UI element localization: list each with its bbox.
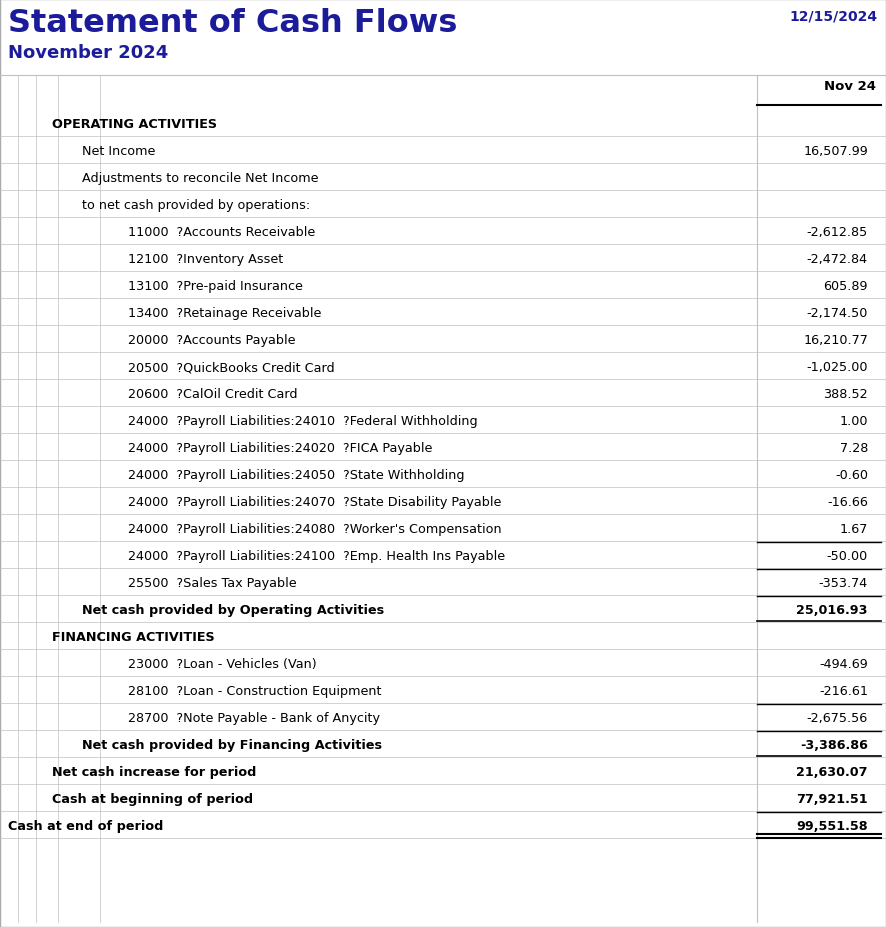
Text: -16.66: -16.66 <box>828 496 868 509</box>
Text: 28700  ?Note Payable - Bank of Anycity: 28700 ?Note Payable - Bank of Anycity <box>128 712 380 725</box>
Text: -0.60: -0.60 <box>835 469 868 482</box>
Text: -2,675.56: -2,675.56 <box>807 712 868 725</box>
Text: November 2024: November 2024 <box>8 44 168 62</box>
Text: OPERATING ACTIVITIES: OPERATING ACTIVITIES <box>52 119 217 132</box>
Text: 24000  ?Payroll Liabilities:24100  ?Emp. Health Ins Payable: 24000 ?Payroll Liabilities:24100 ?Emp. H… <box>128 550 505 563</box>
Text: to net cash provided by operations:: to net cash provided by operations: <box>82 199 310 212</box>
Text: -353.74: -353.74 <box>819 577 868 590</box>
Text: 16,210.77: 16,210.77 <box>803 334 868 347</box>
Text: 24000  ?Payroll Liabilities:24050  ?State Withholding: 24000 ?Payroll Liabilities:24050 ?State … <box>128 469 464 482</box>
Text: 20600  ?CalOil Credit Card: 20600 ?CalOil Credit Card <box>128 387 298 400</box>
Text: 99,551.58: 99,551.58 <box>797 819 868 832</box>
Text: 24000  ?Payroll Liabilities:24080  ?Worker's Compensation: 24000 ?Payroll Liabilities:24080 ?Worker… <box>128 523 501 536</box>
Text: 20500  ?QuickBooks Credit Card: 20500 ?QuickBooks Credit Card <box>128 361 335 374</box>
Text: 1.00: 1.00 <box>840 415 868 428</box>
Text: -2,612.85: -2,612.85 <box>807 226 868 239</box>
Text: 16,507.99: 16,507.99 <box>804 146 868 159</box>
Text: 28100  ?Loan - Construction Equipment: 28100 ?Loan - Construction Equipment <box>128 685 382 698</box>
Text: 25500  ?Sales Tax Payable: 25500 ?Sales Tax Payable <box>128 577 297 590</box>
Text: 12100  ?Inventory Asset: 12100 ?Inventory Asset <box>128 253 284 266</box>
Text: -216.61: -216.61 <box>819 685 868 698</box>
Text: 605.89: 605.89 <box>823 280 868 293</box>
Text: 24000  ?Payroll Liabilities:24070  ?State Disability Payable: 24000 ?Payroll Liabilities:24070 ?State … <box>128 496 501 509</box>
Text: 1.67: 1.67 <box>840 523 868 536</box>
Text: -2,472.84: -2,472.84 <box>807 253 868 266</box>
Text: 7.28: 7.28 <box>840 442 868 455</box>
Text: Statement of Cash Flows: Statement of Cash Flows <box>8 8 457 39</box>
Text: Net cash provided by Operating Activities: Net cash provided by Operating Activitie… <box>82 603 385 616</box>
Text: 77,921.51: 77,921.51 <box>797 793 868 806</box>
Text: 20000  ?Accounts Payable: 20000 ?Accounts Payable <box>128 334 296 347</box>
Text: 21,630.07: 21,630.07 <box>797 766 868 779</box>
Text: -1,025.00: -1,025.00 <box>806 361 868 374</box>
Text: 388.52: 388.52 <box>823 387 868 400</box>
Text: 24000  ?Payroll Liabilities:24020  ?FICA Payable: 24000 ?Payroll Liabilities:24020 ?FICA P… <box>128 442 432 455</box>
Text: -3,386.86: -3,386.86 <box>800 739 868 752</box>
Text: 11000  ?Accounts Receivable: 11000 ?Accounts Receivable <box>128 226 315 239</box>
Text: 23000  ?Loan - Vehicles (Van): 23000 ?Loan - Vehicles (Van) <box>128 657 316 670</box>
Text: Net Income: Net Income <box>82 146 155 159</box>
Text: Net cash increase for period: Net cash increase for period <box>52 766 256 779</box>
Text: Cash at end of period: Cash at end of period <box>8 819 163 832</box>
Text: -2,174.50: -2,174.50 <box>806 307 868 320</box>
Text: Cash at beginning of period: Cash at beginning of period <box>52 793 253 806</box>
Text: 24000  ?Payroll Liabilities:24010  ?Federal Withholding: 24000 ?Payroll Liabilities:24010 ?Federa… <box>128 415 478 428</box>
Text: -494.69: -494.69 <box>820 657 868 670</box>
Text: -50.00: -50.00 <box>827 550 868 563</box>
Text: Net cash provided by Financing Activities: Net cash provided by Financing Activitie… <box>82 739 382 752</box>
Text: Nov 24: Nov 24 <box>824 80 876 93</box>
Text: 25,016.93: 25,016.93 <box>797 603 868 616</box>
Text: FINANCING ACTIVITIES: FINANCING ACTIVITIES <box>52 630 214 643</box>
Text: 12/15/2024: 12/15/2024 <box>790 10 878 24</box>
Text: 13100  ?Pre-paid Insurance: 13100 ?Pre-paid Insurance <box>128 280 303 293</box>
Text: 13400  ?Retainage Receivable: 13400 ?Retainage Receivable <box>128 307 322 320</box>
Text: Adjustments to reconcile Net Income: Adjustments to reconcile Net Income <box>82 172 318 185</box>
